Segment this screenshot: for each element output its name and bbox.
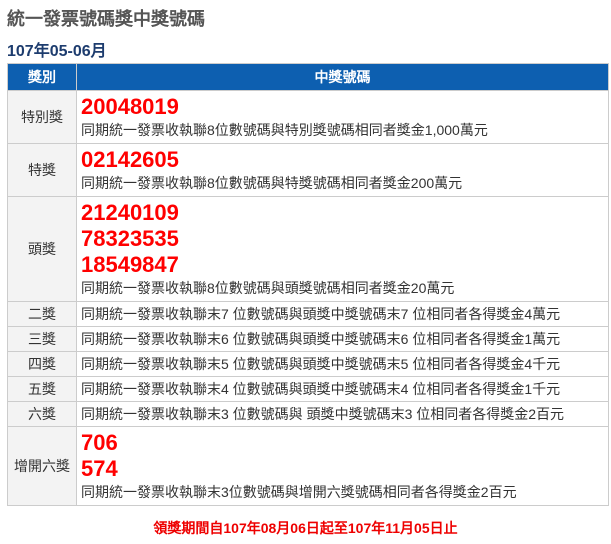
prize-description: 同期統一發票收執聯末6 位數號碼與頭獎中獎號碼末6 位相同者各得獎金1萬元 <box>81 331 561 347</box>
winning-number: 574 <box>81 456 118 481</box>
prize-description: 同期統一發票收執聯8位數號碼與特獎號碼相同者獎金200萬元 <box>81 175 463 191</box>
table-row: 特別獎 20048019 同期統一發票收執聯8位數號碼與特別獎號碼相同者獎金1,00… <box>7 90 609 144</box>
winning-number: 21240109 <box>81 200 179 225</box>
table-row: 增開六獎 706 574 同期統一發票收執聯末3位數號碼與增開六獎號碼相同者各得獎金2… <box>7 426 609 506</box>
prize-description: 同期統一發票收執聯末7 位數號碼與頭獎中獎號碼末7 位相同者各得獎金4萬元 <box>81 306 561 322</box>
table-row: 二獎 同期統一發票收執聯末7 位數號碼與頭獎中獎號碼末7 位相同者各得獎金4萬元 <box>7 301 609 327</box>
prize-content: 同期統一發票收執聯末7 位數號碼與頭獎中獎號碼末7 位相同者各得獎金4萬元 <box>76 301 609 327</box>
winning-number: 18549847 <box>81 252 179 277</box>
prize-description: 同期統一發票收執聯末3位數號碼與增開六獎號碼相同者各得獎金2百元 <box>81 484 517 500</box>
prize-label: 特別獎 <box>7 90 77 144</box>
header-winning-numbers: 中獎號碼 <box>76 63 609 91</box>
table-row: 三獎 同期統一發票收執聯末6 位數號碼與頭獎中獎號碼末6 位相同者各得獎金1萬元 <box>7 326 609 352</box>
prize-label: 六獎 <box>7 401 77 427</box>
prize-label: 四獎 <box>7 351 77 377</box>
prize-label: 增開六獎 <box>7 426 77 506</box>
prize-content: 20048019 同期統一發票收執聯8位數號碼與特別獎號碼相同者獎金1,000萬元 <box>76 90 609 144</box>
period-heading: 107年05-06月 <box>7 43 107 60</box>
prize-label: 頭獎 <box>7 196 77 302</box>
prize-content: 02142605 同期統一發票收執聯8位數號碼與特獎號碼相同者獎金200萬元 <box>76 143 609 197</box>
winning-number: 78323535 <box>81 226 179 251</box>
prize-label: 五獎 <box>7 376 77 402</box>
prize-description: 同期統一發票收執聯末5 位數號碼與頭獎中獎號碼末5 位相同者各得獎金4千元 <box>81 356 561 372</box>
winning-number: 02142605 <box>81 147 179 172</box>
page-title: 統一發票號碼獎中獎號碼 <box>7 9 205 29</box>
prize-content: 同期統一發票收執聯末5 位數號碼與頭獎中獎號碼末5 位相同者各得獎金4千元 <box>76 351 609 377</box>
prize-label: 三獎 <box>7 326 77 352</box>
table-row: 頭獎 21240109 78323535 18549847 同期統一發票收執聯8位數號碼… <box>7 196 609 302</box>
prize-description: 同期統一發票收執聯末3 位數號碼與 頭獎中獎號碼末3 位相同者各得獎金2百元 <box>81 406 565 422</box>
prize-label: 二獎 <box>7 301 77 327</box>
table-row: 四獎 同期統一發票收執聯末5 位數號碼與頭獎中獎號碼末5 位相同者各得獎金4千元 <box>7 351 609 377</box>
table-row: 六獎 同期統一發票收執聯末3 位數號碼與 頭獎中獎號碼末3 位相同者各得獎金2百元 <box>7 401 609 427</box>
table-row: 五獎 同期統一發票收執聯末4 位數號碼與頭獎中獎號碼末4 位相同者各得獎金1千元 <box>7 376 609 402</box>
claim-period: 領獎期間自107年08月06日起至107年11月05日止 <box>153 520 458 536</box>
prize-content: 同期統一發票收執聯末6 位數號碼與頭獎中獎號碼末6 位相同者各得獎金1萬元 <box>76 326 609 352</box>
winning-number: 20048019 <box>81 94 179 119</box>
prize-label: 特獎 <box>7 143 77 197</box>
table-row: 特獎 02142605 同期統一發票收執聯8位數號碼與特獎號碼相同者獎金200萬元 <box>7 143 609 197</box>
winning-number: 706 <box>81 430 118 455</box>
prize-content: 21240109 78323535 18549847 同期統一發票收執聯8位數號碼與頭… <box>76 196 609 302</box>
prize-table: 獎別 中獎號碼 特別獎 20048019 同期統一發票收執聯8位數號碼與特別獎號碼相… <box>7 63 609 506</box>
prize-description: 同期統一發票收執聯8位數號碼與頭獎號碼相同者獎金20萬元 <box>81 280 455 296</box>
prize-description: 同期統一發票收執聯8位數號碼與特別獎號碼相同者獎金1,000萬元 <box>81 122 488 138</box>
prize-content: 同期統一發票收執聯末4 位數號碼與頭獎中獎號碼末4 位相同者各得獎金1千元 <box>76 376 609 402</box>
prize-content: 706 574 同期統一發票收執聯末3位數號碼與增開六獎號碼相同者各得獎金2百元 <box>76 426 609 506</box>
prize-description: 同期統一發票收執聯末4 位數號碼與頭獎中獎號碼末4 位相同者各得獎金1千元 <box>81 381 561 397</box>
prize-content: 同期統一發票收執聯末3 位數號碼與 頭獎中獎號碼末3 位相同者各得獎金2百元 <box>76 401 609 427</box>
header-prize-type: 獎別 <box>7 63 77 91</box>
